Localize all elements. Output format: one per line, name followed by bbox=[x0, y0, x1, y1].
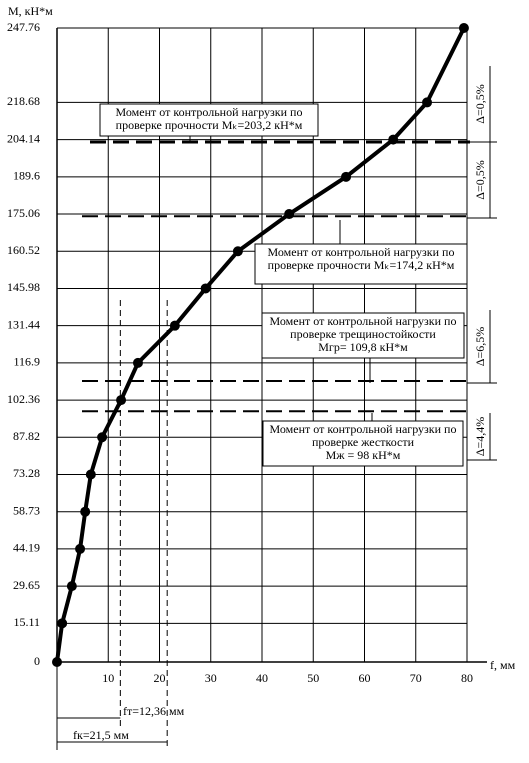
data-point bbox=[66, 581, 77, 592]
annotation-text: Момент от контрольной нагрузки по bbox=[268, 245, 455, 259]
y-tick-label: 0 bbox=[34, 654, 40, 668]
x-tick-label: 40 bbox=[256, 671, 268, 685]
data-point bbox=[57, 618, 68, 629]
y-axis-label: М, кН*м bbox=[8, 4, 53, 18]
y-tick-label: 175.06 bbox=[7, 206, 40, 220]
y-tick-label: 73.28 bbox=[13, 466, 40, 480]
x-tick-label: 10 bbox=[102, 671, 114, 685]
data-point bbox=[200, 283, 211, 294]
data-point bbox=[169, 320, 180, 331]
y-tick-label: 102.36 bbox=[7, 392, 40, 406]
data-point bbox=[97, 432, 108, 443]
annotation-text: Момент от контрольной нагрузки по bbox=[270, 314, 457, 328]
data-point bbox=[284, 209, 295, 220]
delta-label: Δ=4,4% bbox=[473, 417, 487, 456]
data-point bbox=[75, 543, 86, 554]
y-tick-label: 44.19 bbox=[13, 541, 40, 555]
data-point bbox=[85, 469, 96, 480]
y-tick-label: 204.14 bbox=[7, 131, 40, 145]
y-tick-label: 58.73 bbox=[13, 503, 40, 517]
data-point bbox=[341, 171, 352, 182]
y-tick-label: 87.82 bbox=[13, 429, 40, 443]
annotation-text: проверке трещиностойкости bbox=[290, 327, 436, 341]
y-tick-label: 218.68 bbox=[7, 94, 40, 108]
annotation-box bbox=[261, 312, 465, 359]
annotation-text: Момент от контрольной нагрузки по bbox=[270, 422, 457, 436]
annotation-text: проверке жесткости bbox=[312, 435, 415, 449]
annotation-text: Мж = 98 кН*м bbox=[326, 448, 401, 462]
x-tick-label: 60 bbox=[359, 671, 371, 685]
dimension-label: fк=21,5 мм bbox=[73, 728, 129, 742]
x-tick-label: 30 bbox=[205, 671, 217, 685]
y-tick-label: 15.11 bbox=[13, 615, 40, 629]
annotation-box bbox=[262, 420, 464, 467]
y-tick-label: 131.44 bbox=[7, 317, 40, 331]
annotation-text: Момент от контрольной нагрузки по bbox=[116, 105, 303, 119]
data-point bbox=[132, 357, 143, 368]
data-point bbox=[388, 134, 399, 145]
annotation-box bbox=[254, 243, 468, 285]
dimension-label: fт=12,36 мм bbox=[123, 704, 185, 718]
y-tick-label: 116.9 bbox=[13, 355, 40, 369]
y-tick-label: 29.65 bbox=[13, 578, 40, 592]
annotation-box bbox=[99, 103, 319, 137]
data-point bbox=[422, 97, 433, 108]
data-point bbox=[458, 23, 469, 33]
data-point bbox=[52, 657, 62, 667]
x-tick-label: 20 bbox=[154, 671, 166, 685]
annotation-text: Мгр= 109,8 кН*м bbox=[318, 340, 408, 354]
y-tick-label: 160.52 bbox=[7, 243, 40, 257]
data-point bbox=[80, 506, 91, 517]
y-tick-label: 145.98 bbox=[7, 280, 40, 294]
x-tick-label: 80 bbox=[461, 671, 473, 685]
x-tick-label: 70 bbox=[410, 671, 422, 685]
x-tick-label: 50 bbox=[307, 671, 319, 685]
delta-label: Δ=0,5% bbox=[473, 160, 487, 199]
data-point bbox=[232, 246, 243, 257]
annotation-text: проверке прочности Мₖ=203,2 кН*м bbox=[116, 118, 303, 132]
annotation-text: проверке прочности Мₖ=174,2 кН*м bbox=[268, 258, 455, 272]
delta-label: Δ=0,5% bbox=[473, 84, 487, 123]
data-point bbox=[116, 395, 127, 406]
delta-label: Δ=6,5% bbox=[473, 327, 487, 366]
y-tick-label: 247.76 bbox=[7, 20, 40, 34]
y-tick-label: 189.6 bbox=[13, 169, 40, 183]
x-axis-label: f, мм bbox=[490, 658, 516, 672]
